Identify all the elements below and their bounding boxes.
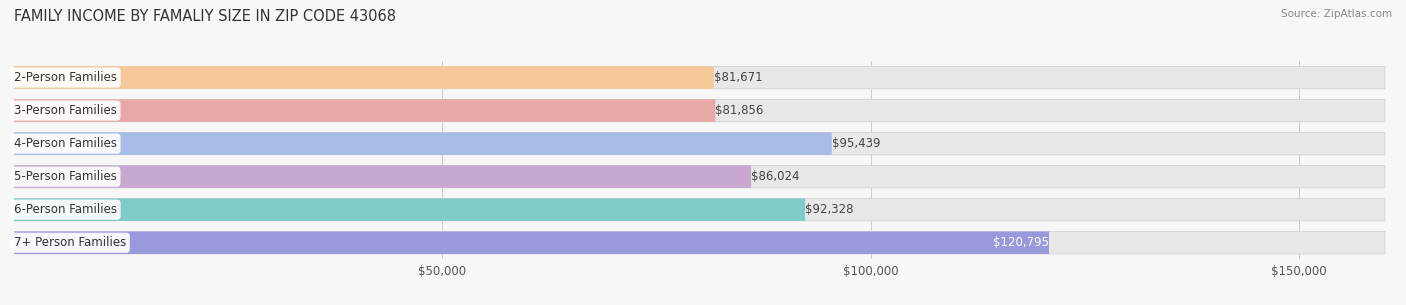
FancyBboxPatch shape — [14, 199, 1385, 221]
Text: $81,856: $81,856 — [716, 104, 763, 117]
Text: 5-Person Families: 5-Person Families — [14, 170, 117, 183]
Text: $92,328: $92,328 — [806, 203, 853, 216]
Text: $81,671: $81,671 — [714, 71, 762, 84]
Text: $120,795: $120,795 — [993, 236, 1049, 249]
Text: 3-Person Families: 3-Person Families — [14, 104, 117, 117]
Text: 7+ Person Families: 7+ Person Families — [14, 236, 127, 249]
Text: 4-Person Families: 4-Person Families — [14, 137, 117, 150]
FancyBboxPatch shape — [14, 231, 1385, 254]
FancyBboxPatch shape — [14, 66, 714, 89]
FancyBboxPatch shape — [14, 99, 716, 122]
FancyBboxPatch shape — [14, 132, 832, 155]
FancyBboxPatch shape — [14, 66, 1385, 89]
FancyBboxPatch shape — [14, 165, 1385, 188]
FancyBboxPatch shape — [14, 199, 806, 221]
Text: 2-Person Families: 2-Person Families — [14, 71, 117, 84]
FancyBboxPatch shape — [14, 231, 1049, 254]
Text: Source: ZipAtlas.com: Source: ZipAtlas.com — [1281, 9, 1392, 19]
FancyBboxPatch shape — [14, 99, 1385, 122]
FancyBboxPatch shape — [14, 165, 751, 188]
Text: $95,439: $95,439 — [832, 137, 880, 150]
FancyBboxPatch shape — [14, 132, 1385, 155]
Text: $86,024: $86,024 — [751, 170, 800, 183]
Text: FAMILY INCOME BY FAMALIY SIZE IN ZIP CODE 43068: FAMILY INCOME BY FAMALIY SIZE IN ZIP COD… — [14, 9, 396, 24]
Text: 6-Person Families: 6-Person Families — [14, 203, 117, 216]
